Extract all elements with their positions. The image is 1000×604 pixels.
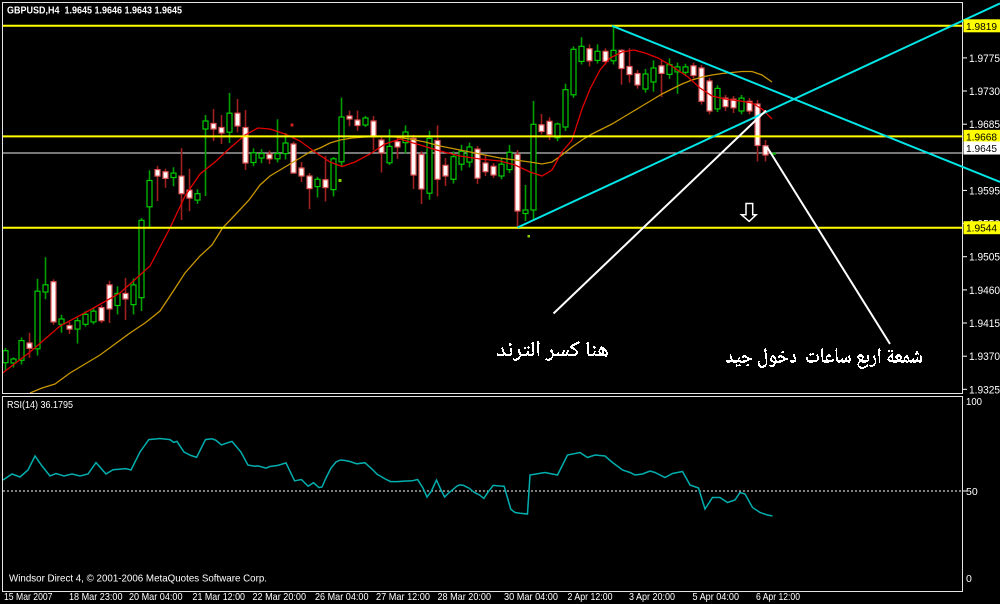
svg-text:50: 50 [966, 486, 978, 498]
svg-text:1.9325: 1.9325 [969, 384, 1000, 396]
svg-text:1.9595: 1.9595 [969, 185, 1000, 197]
svg-text:20 Mar 04:00: 20 Mar 04:00 [129, 591, 183, 603]
svg-text:22 Mar 20:00: 22 Mar 20:00 [253, 591, 307, 603]
svg-text:21 Mar 12:00: 21 Mar 12:00 [193, 591, 246, 603]
svg-text:1.9505: 1.9505 [969, 252, 1000, 264]
svg-text:0: 0 [966, 573, 972, 585]
svg-text:1.9544: 1.9544 [966, 223, 997, 235]
svg-text:1.9415: 1.9415 [969, 318, 1000, 330]
svg-text:1.9775: 1.9775 [969, 53, 1000, 65]
svg-text:18 Mar 23:00: 18 Mar 23:00 [69, 591, 123, 603]
svg-text:Windsor Direct 4, © 2001-2006: Windsor Direct 4, © 2001-2006 MetaQuotes… [9, 573, 267, 585]
svg-text:5 Apr 04:00: 5 Apr 04:00 [693, 591, 740, 603]
svg-text:2 Apr 12:00: 2 Apr 12:00 [568, 591, 613, 603]
svg-text:1.9370: 1.9370 [969, 351, 1000, 363]
svg-text:RSI(14) 36.1795: RSI(14) 36.1795 [7, 399, 73, 411]
svg-text:1.9645: 1.9645 [966, 143, 997, 155]
svg-text:15 Mar 2007: 15 Mar 2007 [4, 591, 53, 603]
svg-text:26 Mar 04:00: 26 Mar 04:00 [315, 591, 369, 603]
svg-text:1.9819: 1.9819 [966, 21, 997, 33]
svg-text:1.9685: 1.9685 [969, 119, 1000, 131]
svg-text:GBPUSD,H4 1.9645 1.9646 1.964: GBPUSD,H4 1.9645 1.9646 1.9643 1.9645 [7, 5, 182, 17]
svg-text:3 Apr 20:00: 3 Apr 20:00 [629, 591, 675, 603]
svg-text:6 Apr 12:00: 6 Apr 12:00 [756, 591, 800, 603]
svg-text:1.9460: 1.9460 [969, 285, 1000, 297]
svg-text:1.9668: 1.9668 [966, 131, 997, 143]
svg-text:27 Mar 12:00: 27 Mar 12:00 [376, 591, 430, 603]
svg-text:30 Mar 04:00: 30 Mar 04:00 [504, 591, 558, 603]
svg-text:100: 100 [966, 396, 982, 408]
svg-text:28 Mar 20:00: 28 Mar 20:00 [438, 591, 492, 603]
svg-text:1.9730: 1.9730 [969, 86, 1000, 98]
